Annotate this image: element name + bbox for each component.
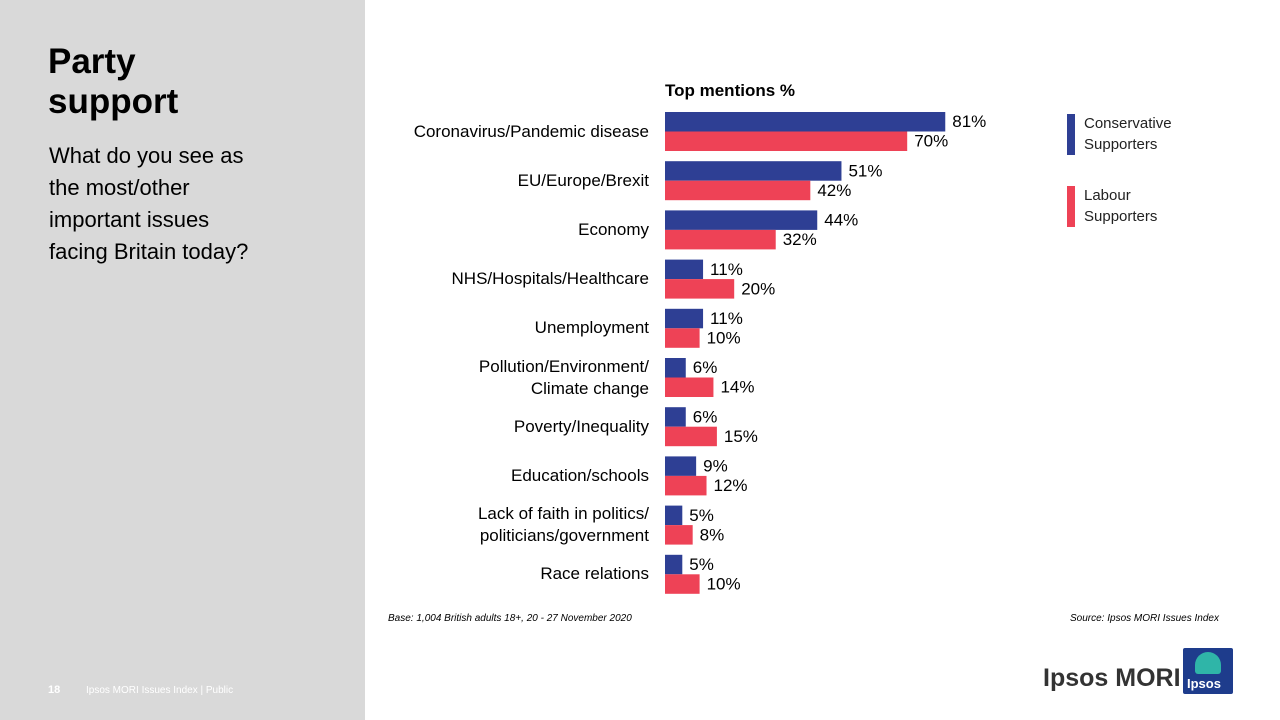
- legend-label: Conservative Supporters: [1084, 115, 1172, 153]
- category-label: Unemployment: [534, 318, 649, 338]
- bar: [665, 574, 700, 594]
- side-panel: [0, 0, 365, 720]
- category-label: Race relations: [540, 564, 649, 584]
- value-label: 6%: [693, 358, 718, 377]
- bar: [665, 229, 776, 250]
- category-label: Poverty/Inequality: [513, 416, 649, 436]
- value-label: 14%: [720, 378, 754, 397]
- category-label: EU/Europe/Brexit: [517, 170, 649, 190]
- bar: [665, 407, 686, 427]
- bar: [665, 358, 686, 378]
- value-label: 5%: [689, 506, 714, 525]
- value-label: 11%: [710, 309, 743, 328]
- value-label: 15%: [724, 427, 758, 446]
- question: What do you see as the most/other import…: [49, 143, 249, 264]
- slide-title: Party support: [48, 42, 179, 121]
- category-label: Lack of faith in politics/ politicians/g…: [477, 504, 649, 546]
- bar: [665, 308, 704, 329]
- logo-text: Ipsos: [1187, 676, 1221, 691]
- value-label: 81%: [952, 112, 986, 131]
- value-label: 20%: [741, 279, 775, 298]
- base-note: Base: 1,004 British adults 18+, 20 - 27 …: [388, 613, 632, 624]
- category-label: NHS/Hospitals/Healthcare: [451, 269, 649, 289]
- logo-box: Ipsos: [1183, 648, 1233, 694]
- bar: [665, 131, 908, 151]
- bar: [665, 161, 842, 181]
- bar: [665, 456, 697, 476]
- bar: [665, 112, 946, 132]
- value-label: 11%: [710, 260, 743, 279]
- bar: [665, 525, 693, 545]
- footer: Ipsos MORI Issues Index | Public: [86, 685, 234, 696]
- value-label: 70%: [914, 132, 948, 151]
- value-label: 51%: [848, 161, 882, 180]
- chart-title: Top mentions %: [665, 81, 796, 100]
- bar: [665, 210, 818, 230]
- legend-swatch: [1067, 186, 1075, 227]
- bar: [665, 279, 735, 299]
- bar: [665, 505, 683, 526]
- value-label: 44%: [824, 211, 858, 230]
- bar: [665, 426, 717, 447]
- category-label: Education/schools: [511, 465, 649, 485]
- legend-label: Labour Supporters: [1084, 187, 1158, 225]
- brand: Ipsos MORI: [1043, 664, 1181, 692]
- value-label: 5%: [689, 555, 714, 574]
- category-label: Coronavirus/Pandemic disease: [413, 121, 649, 141]
- value-label: 9%: [703, 457, 728, 476]
- value-label: 10%: [707, 329, 741, 348]
- value-label: 32%: [783, 230, 817, 249]
- page-number: 18: [48, 684, 61, 696]
- bar: [665, 377, 714, 397]
- value-label: 12%: [714, 476, 748, 495]
- bar: [665, 554, 683, 575]
- value-label: 8%: [700, 525, 725, 544]
- bar: [665, 259, 704, 280]
- category-label: Economy: [578, 219, 649, 239]
- source-note: Source: Ipsos MORI Issues Index: [1070, 613, 1219, 624]
- category-label: Pollution/Environment/ Climate change: [478, 356, 649, 398]
- legend-swatch: [1067, 114, 1075, 155]
- value-label: 42%: [817, 181, 851, 200]
- value-label: 10%: [707, 575, 741, 594]
- bar: [665, 328, 700, 348]
- value-label: 6%: [693, 407, 718, 426]
- bar: [665, 180, 811, 201]
- bar: [665, 475, 707, 496]
